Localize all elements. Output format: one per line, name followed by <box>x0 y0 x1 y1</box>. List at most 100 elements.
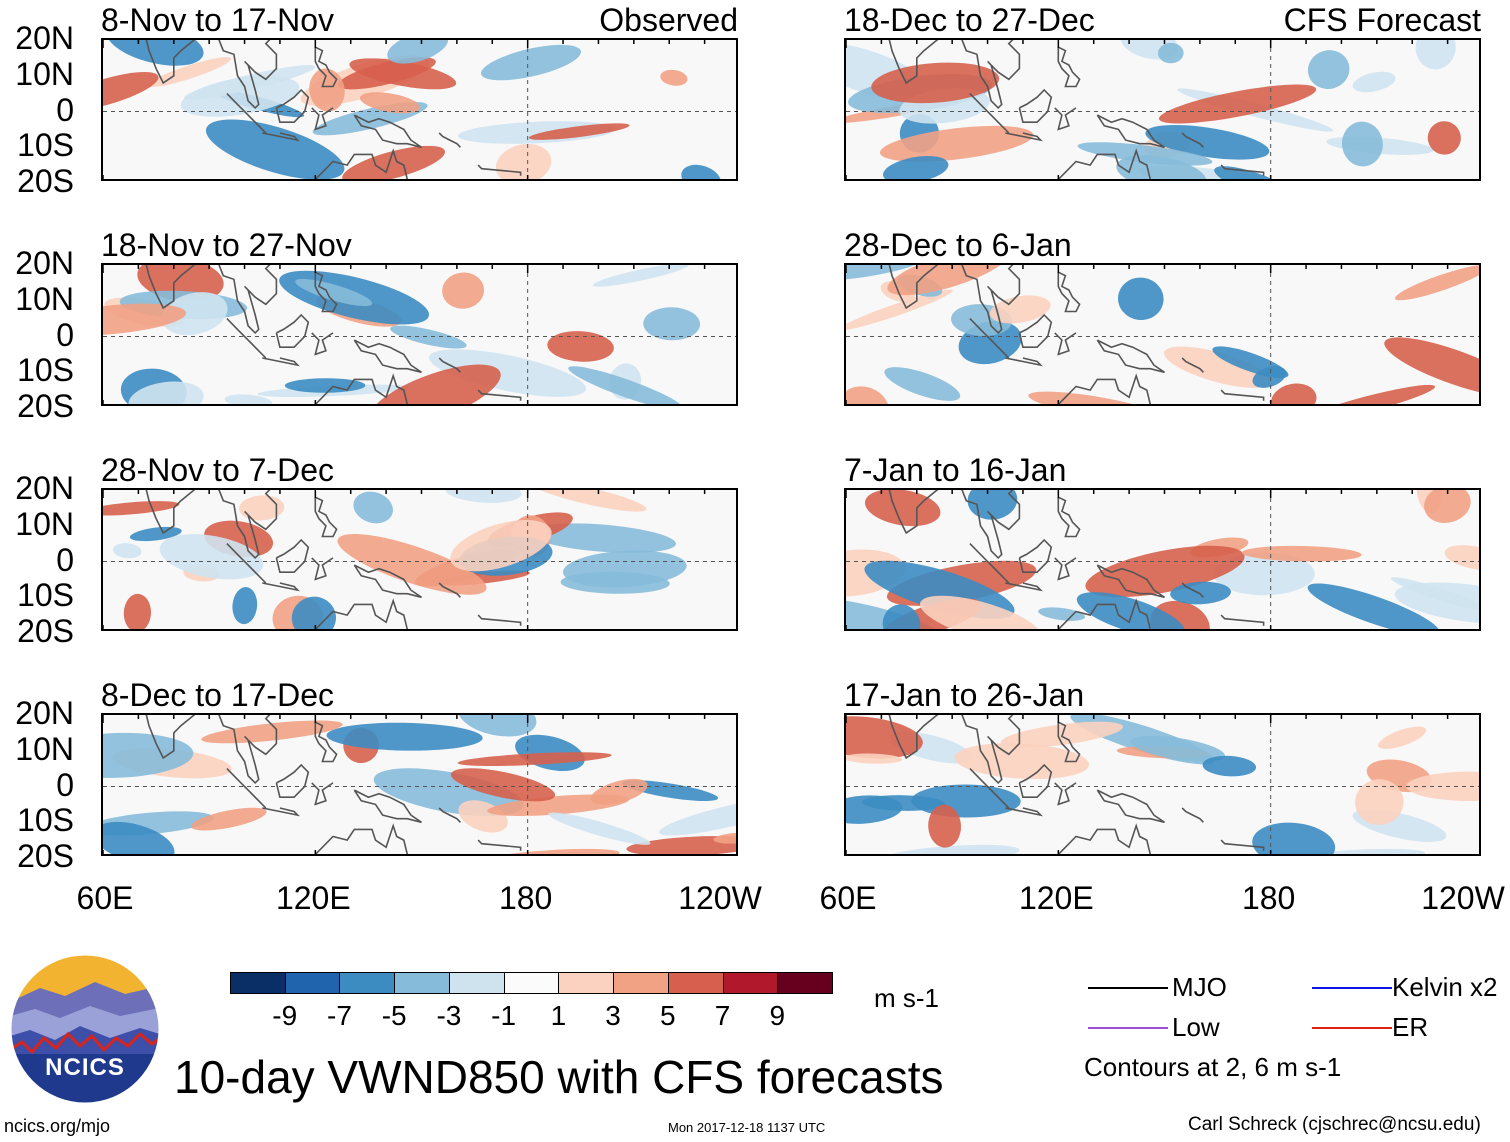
coastline <box>961 40 1021 110</box>
observed-label: Observed <box>599 2 738 38</box>
coastline <box>226 543 267 584</box>
coastline <box>1096 339 1165 374</box>
coastline <box>314 373 409 404</box>
anomaly-map <box>844 488 1481 631</box>
coastline <box>1054 107 1077 131</box>
anomaly-blob <box>1145 124 1270 160</box>
anomaly-blob <box>112 543 142 559</box>
colorbar-swatch <box>284 972 341 994</box>
latitude-tick-label: 20N <box>15 470 74 506</box>
coastline <box>275 313 310 348</box>
anomaly-blob <box>846 386 889 404</box>
coastline <box>438 132 461 148</box>
anomaly-blob <box>928 804 962 848</box>
coastline <box>218 265 278 335</box>
anomaly-blob <box>349 58 457 90</box>
anomaly-blob <box>103 732 194 778</box>
anomaly-blob <box>846 289 953 331</box>
anomaly-blob <box>103 303 187 336</box>
coastline <box>218 715 278 785</box>
latitude-tick-label: 0 <box>56 541 74 578</box>
anomaly-blob <box>562 550 687 588</box>
anomaly-blob <box>1406 771 1479 801</box>
anomaly-blob <box>1355 779 1404 826</box>
anomaly-blob <box>1394 265 1479 301</box>
anomaly-blob <box>1271 848 1426 854</box>
anomaly-blob <box>1252 822 1336 854</box>
coastline <box>1054 332 1077 356</box>
coastline <box>145 40 196 85</box>
anomaly-blob <box>137 265 224 302</box>
anomaly-blob <box>359 92 421 114</box>
coastline <box>1181 807 1204 823</box>
anomaly-blob <box>1158 84 1317 124</box>
coastline <box>353 339 422 374</box>
legend-label-kelvin: Kelvin x2 <box>1392 972 1498 1002</box>
coastline <box>969 318 1010 359</box>
anomaly-blob <box>390 325 467 349</box>
coastline <box>1181 582 1204 598</box>
anomaly-blob <box>457 752 612 767</box>
latitude-tick-label: 20N <box>15 20 74 56</box>
anomaly-blob <box>879 125 1034 162</box>
coastline <box>477 389 522 401</box>
anomaly-blob <box>1427 121 1461 155</box>
anomaly-blob <box>528 490 647 512</box>
legend-line-low <box>1088 1027 1168 1029</box>
coastline <box>1057 823 1152 854</box>
anomaly-blob <box>883 844 1020 854</box>
coastline <box>1096 564 1165 599</box>
anomaly-blob <box>547 331 614 362</box>
anomaly-blob <box>295 278 373 307</box>
anomaly-blob <box>911 784 1021 818</box>
longitude-tick-label: 60E <box>819 880 877 916</box>
latitude-tick-label: 10S <box>17 802 74 839</box>
legend-label-er: ER <box>1392 1012 1429 1042</box>
panel-period-title: 18-Dec to 27-Dec <box>844 2 1095 38</box>
latitude-tick-label: 0 <box>56 91 74 128</box>
colorbar-swatch <box>613 972 669 994</box>
anomaly-blob <box>967 490 1018 520</box>
coastline <box>1005 807 1043 817</box>
latitude-tick-label: 20S <box>17 613 74 649</box>
colorbar-level-label: 9 <box>769 1000 786 1031</box>
coastline <box>1220 614 1265 626</box>
coastline <box>275 538 310 573</box>
coastline <box>961 490 1021 560</box>
anomaly-blob <box>643 307 701 341</box>
coastline <box>218 490 278 560</box>
longitude-tick-label: 120W <box>678 880 762 916</box>
anomaly-blob <box>232 587 258 625</box>
anomaly-blob <box>1028 391 1163 404</box>
coastline <box>969 543 1010 584</box>
coastline <box>1096 789 1165 824</box>
anomaly-blob <box>162 292 228 336</box>
latitude-tick-label: 20S <box>17 838 74 874</box>
anomaly-blob <box>239 495 285 521</box>
anomaly-blob <box>1170 581 1231 605</box>
colorbar-level-label: 5 <box>660 1000 676 1031</box>
coastline <box>1005 132 1043 142</box>
panel-period-title: 8-Dec to 17-Dec <box>101 677 334 713</box>
anomaly-blob <box>846 716 923 759</box>
latitude-tick-label: 10S <box>17 352 74 389</box>
anomaly-blob <box>342 145 446 179</box>
anomaly-blob <box>954 743 1090 780</box>
anomaly-blob <box>1424 490 1471 523</box>
footer-url[interactable]: ncics.org/mjo <box>4 1116 111 1136</box>
colorbar-swatch <box>448 972 505 994</box>
anomaly-blob <box>159 534 264 580</box>
coastline <box>888 490 939 535</box>
anomaly-blob <box>1415 40 1456 70</box>
coastline <box>145 265 196 310</box>
contour-note: Contours at 2, 6 m s-1 <box>1084 1052 1342 1082</box>
colorbar-swatch <box>722 972 779 994</box>
coastline <box>262 132 300 142</box>
coastline <box>1057 148 1152 179</box>
latitude-tick-label: 20S <box>17 388 74 424</box>
anomaly-blob <box>846 795 903 824</box>
panel-period-title: 8-Nov to 17-Nov <box>101 2 334 38</box>
anomaly-map <box>844 713 1481 856</box>
footer-timestamp: Mon 2017-12-18 1137 UTC <box>668 1120 826 1135</box>
chart-title: 10-day VWND850 with CFS forecasts <box>174 1051 944 1103</box>
